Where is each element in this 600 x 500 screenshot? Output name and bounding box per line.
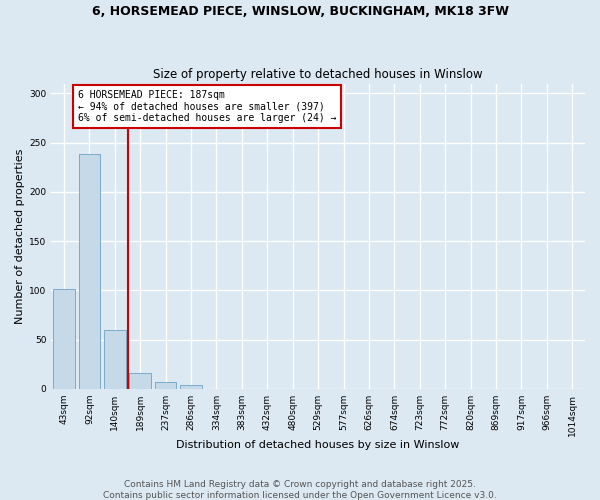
Bar [180, 385, 202, 389]
Bar [155, 382, 176, 389]
X-axis label: Distribution of detached houses by size in Winslow: Distribution of detached houses by size … [176, 440, 460, 450]
Bar [53, 290, 75, 389]
Text: Contains HM Land Registry data © Crown copyright and database right 2025.
Contai: Contains HM Land Registry data © Crown c… [103, 480, 497, 500]
Y-axis label: Number of detached properties: Number of detached properties [15, 148, 25, 324]
Title: Size of property relative to detached houses in Winslow: Size of property relative to detached ho… [154, 68, 483, 81]
Text: 6, HORSEMEAD PIECE, WINSLOW, BUCKINGHAM, MK18 3FW: 6, HORSEMEAD PIECE, WINSLOW, BUCKINGHAM,… [91, 5, 509, 18]
Text: 6 HORSEMEAD PIECE: 187sqm
← 94% of detached houses are smaller (397)
6% of semi-: 6 HORSEMEAD PIECE: 187sqm ← 94% of detac… [78, 90, 337, 123]
Bar [79, 154, 100, 389]
Bar [104, 330, 125, 389]
Bar [130, 373, 151, 389]
